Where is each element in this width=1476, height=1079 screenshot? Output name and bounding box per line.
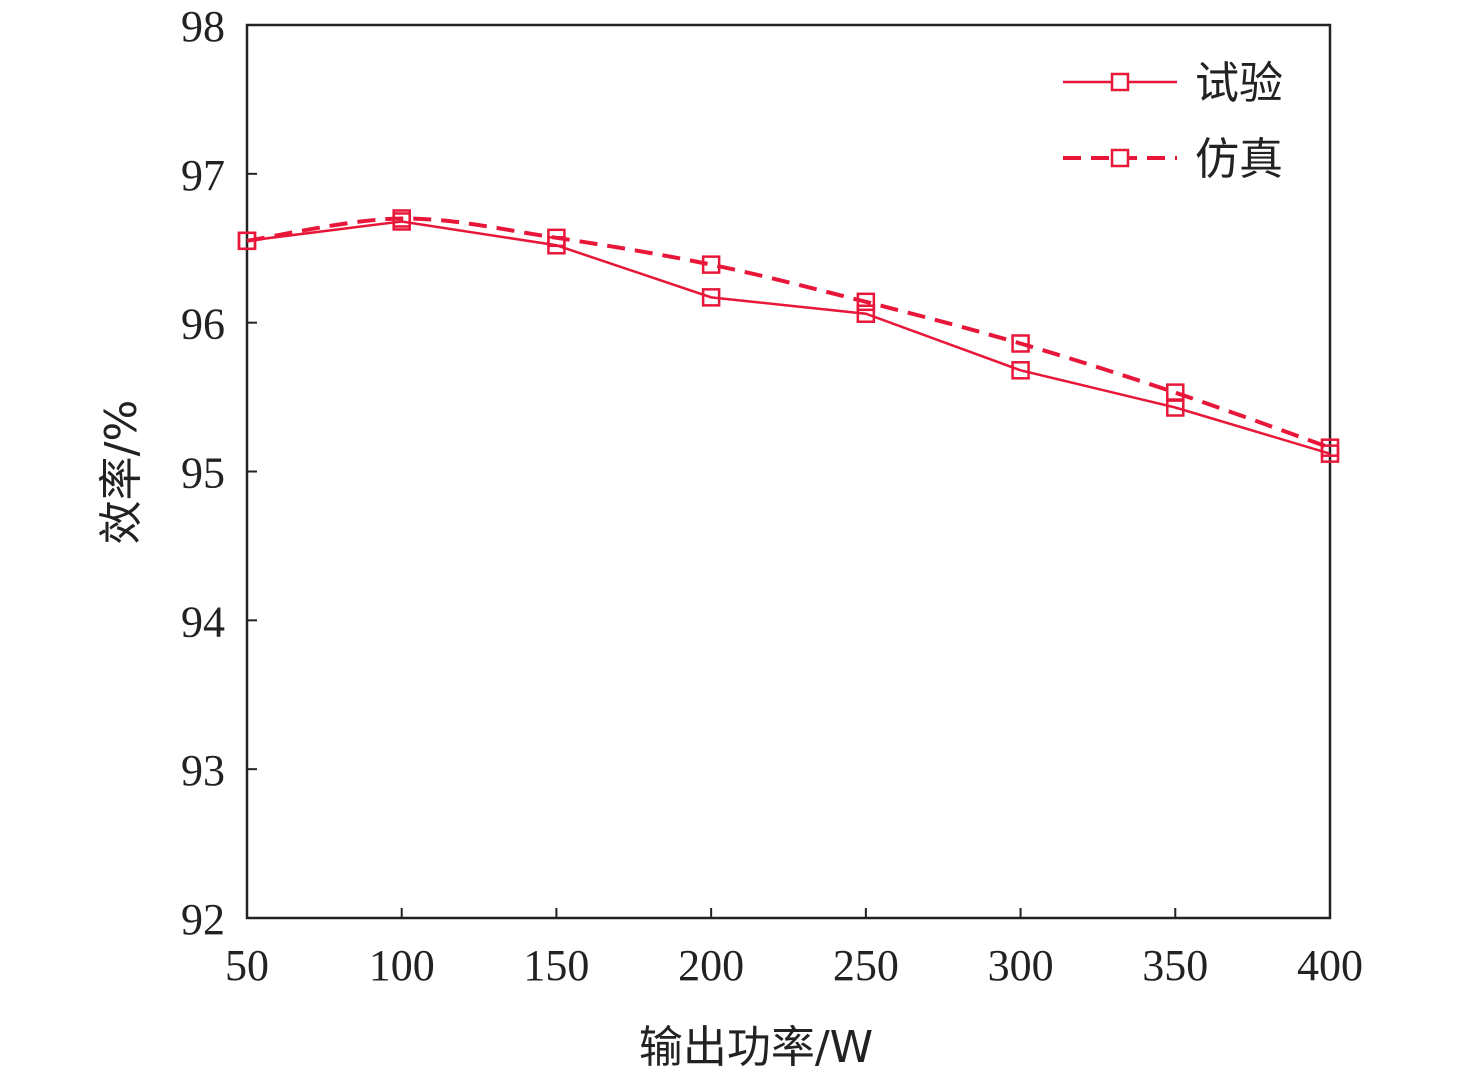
- x-axis: 50 100 150 200 250 300 350 400: [225, 908, 1363, 990]
- y-tick-label: 97: [181, 151, 225, 200]
- plot-frame: [245, 23, 1332, 920]
- legend-item: 仿真: [1063, 134, 1283, 185]
- data-point-marker: [547, 236, 566, 255]
- series-line: [246, 220, 1331, 455]
- data-point-marker: [237, 231, 257, 251]
- y-tick-label: 98: [181, 2, 225, 51]
- legend-label: 仿真: [1195, 134, 1283, 185]
- x-tick-label: 250: [833, 941, 899, 990]
- legend-label: 试验: [1195, 58, 1283, 109]
- y-tick-label: 96: [181, 300, 225, 349]
- x-tick-label: 200: [678, 941, 744, 990]
- legend-marker: [1110, 72, 1130, 92]
- legend-marker: [1110, 148, 1130, 168]
- y-tick-label: 92: [181, 895, 225, 944]
- series-simulation: [237, 209, 1340, 457]
- data-point-marker: [856, 304, 876, 323]
- series-experiment: [237, 212, 1340, 463]
- x-tick-label: 150: [523, 941, 589, 990]
- x-axis-title: 输出功率/W: [639, 1022, 873, 1073]
- x-tick-label: 50: [225, 941, 269, 990]
- data-point-marker: [701, 255, 721, 274]
- data-point-marker: [1320, 444, 1340, 463]
- x-tick-label: 350: [1142, 941, 1208, 990]
- data-point-marker: [1011, 361, 1030, 380]
- y-tick-label: 93: [181, 746, 225, 795]
- data-point-marker: [701, 288, 721, 307]
- series-layer: [237, 209, 1340, 463]
- y-tick-label: 95: [181, 449, 225, 498]
- legend-item: 试验: [1063, 58, 1283, 109]
- data-point-marker: [392, 212, 411, 231]
- data-point-marker: [1166, 398, 1185, 417]
- series-line: [246, 216, 1331, 450]
- data-point-marker: [1011, 334, 1030, 353]
- x-tick-label: 100: [369, 941, 435, 990]
- y-tick-label: 94: [181, 597, 225, 646]
- x-tick-label: 300: [988, 941, 1054, 990]
- y-axis: 92 93 94 95 96 97 98: [181, 2, 257, 944]
- y-axis-title: 效率/%: [96, 400, 147, 545]
- data-point-marker: [856, 292, 876, 312]
- data-point-marker: [1166, 383, 1185, 402]
- x-tick-label: 400: [1297, 941, 1363, 990]
